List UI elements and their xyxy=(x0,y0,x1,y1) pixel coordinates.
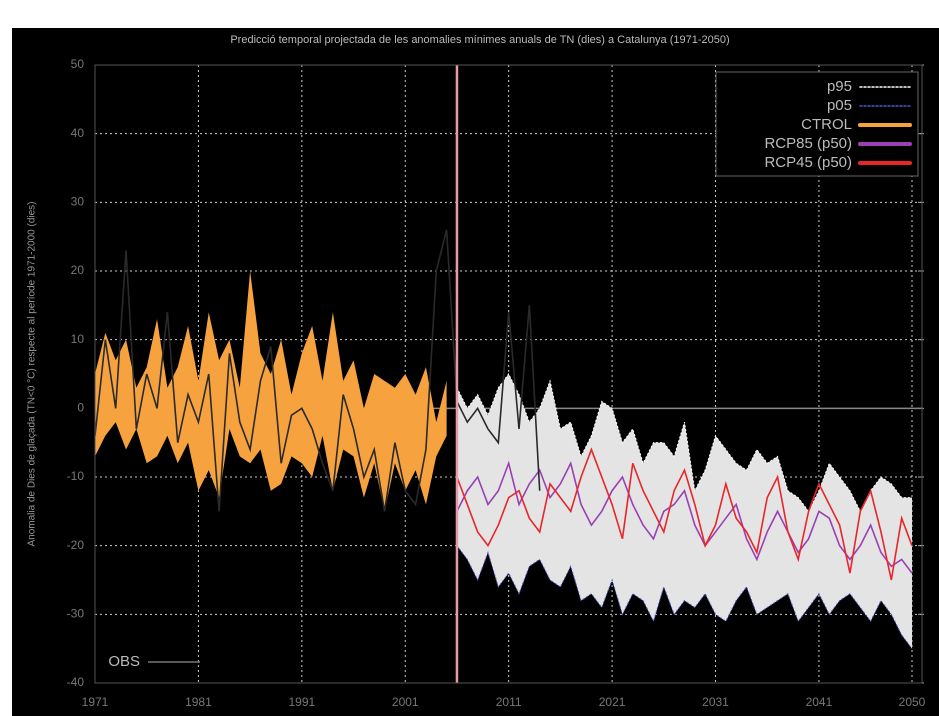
chart-title: Predicció temporal projectada de les ano… xyxy=(230,34,729,46)
x-tick-label: 2050 xyxy=(899,695,926,709)
y-tick-label: -30 xyxy=(67,607,85,621)
legend-label: RCP45 (p50) xyxy=(764,154,852,171)
x-tick-label: 2021 xyxy=(599,695,626,709)
y-axis-label: Anomalia de Dies de glaçada (TN<0 °C) re… xyxy=(27,201,38,546)
y-tick-label: 40 xyxy=(71,126,85,140)
series-line xyxy=(456,447,913,581)
y-tick-label: -10 xyxy=(67,469,85,483)
y-tick-label: -40 xyxy=(67,675,85,689)
legend-label: p95 xyxy=(827,78,852,95)
series-line xyxy=(456,460,913,574)
range-band xyxy=(456,374,912,649)
x-tick-label: 2011 xyxy=(496,695,522,709)
plot-frame xyxy=(94,64,923,684)
y-tick-label: 20 xyxy=(71,263,85,277)
legend-label: CTROL xyxy=(801,116,852,133)
legend: p95 p05 CTROL RCP85 (p50) RCP45 (p50) xyxy=(715,71,919,177)
legend-label: RCP85 (p50) xyxy=(764,135,852,152)
x-tick-label: 2031 xyxy=(702,695,729,709)
y-tick-label: 50 xyxy=(71,57,85,71)
y-tick-label: 10 xyxy=(71,332,85,346)
series-line xyxy=(456,373,912,513)
series-line xyxy=(94,229,541,512)
y-tick-label: -20 xyxy=(67,538,85,552)
x-tick-label: 1981 xyxy=(185,695,212,709)
legend-label: p05 xyxy=(827,97,852,114)
legend-label: OBS xyxy=(108,653,140,670)
y-tick-label: 30 xyxy=(71,195,85,209)
x-tick-label: 2041 xyxy=(806,695,833,709)
x-tick-label: 1991 xyxy=(288,695,315,709)
x-tick-label: 1971 xyxy=(82,695,109,709)
y-tick-label: 0 xyxy=(77,401,84,415)
x-tick-label: 2001 xyxy=(392,695,419,709)
series-line xyxy=(456,545,913,649)
